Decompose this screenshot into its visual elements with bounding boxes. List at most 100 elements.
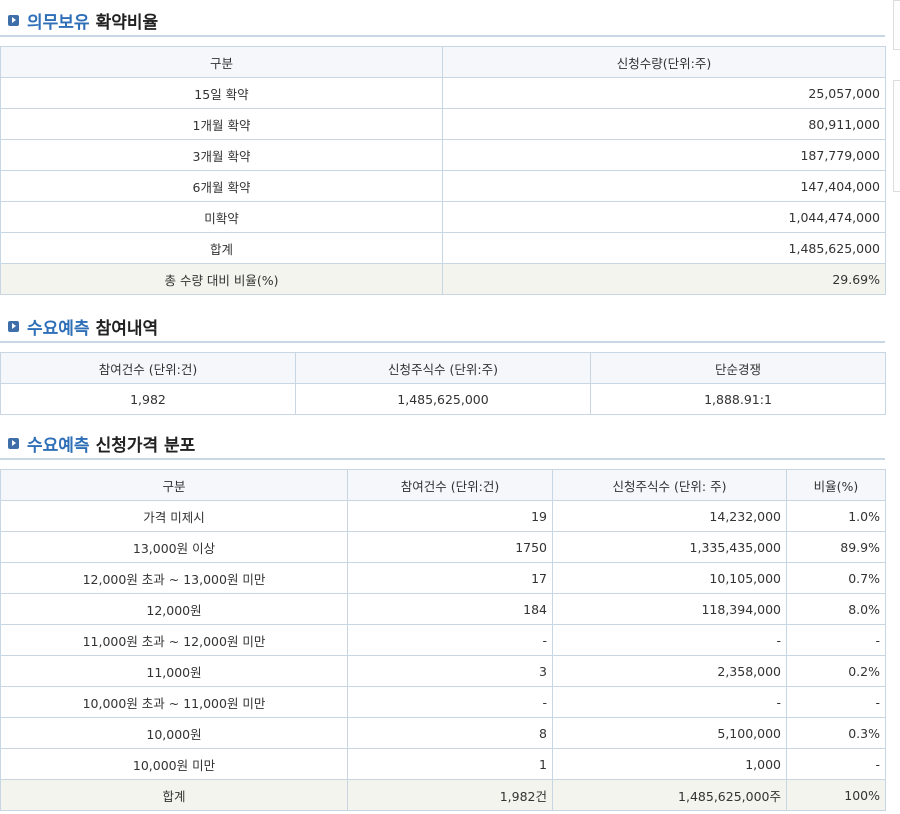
column-header: 신청주식수 (단위:주) xyxy=(295,352,591,384)
ratio-value: 29.69% xyxy=(442,263,886,295)
ratio-value: - xyxy=(786,624,886,656)
table-row: 가격 미제시 19 14,232,000 1.0% xyxy=(0,500,886,532)
table-row: 6개월 확약 147,404,000 xyxy=(0,170,886,202)
total-ratio: 100% xyxy=(786,779,886,811)
price-range-label: 11,000원 초과 ~ 12,000원 미만 xyxy=(0,624,348,656)
section-title-highlight: 의무보유 xyxy=(27,12,90,33)
participation-count: 184 xyxy=(347,593,553,625)
table-row: 1개월 확약 80,911,000 xyxy=(0,108,886,140)
ratio-value: 1.0% xyxy=(786,500,886,532)
requested-shares: - xyxy=(552,686,787,718)
participation-count: 17 xyxy=(347,562,553,594)
lockup-ratio-table: 구분 신청수량(단위:주) 15일 확약 25,057,000 1개월 확약 8… xyxy=(0,46,886,295)
row-value: 80,911,000 xyxy=(442,108,886,140)
column-header: 구분 xyxy=(0,46,443,78)
table-row: 10,000원 8 5,100,000 0.3% xyxy=(0,717,886,749)
table-row: 1,982 1,485,625,000 1,888.91:1 xyxy=(0,383,886,415)
row-label: 3개월 확약 xyxy=(0,139,443,171)
row-value: 25,057,000 xyxy=(442,77,886,109)
column-header: 단순경쟁 xyxy=(590,352,886,384)
section-bullet-icon xyxy=(8,14,19,26)
row-label: 1개월 확약 xyxy=(0,108,443,140)
total-label: 합계 xyxy=(0,779,348,811)
table-row: 12,000원 184 118,394,000 8.0% xyxy=(0,593,886,625)
ratio-value: - xyxy=(786,748,886,780)
participation-count: 8 xyxy=(347,717,553,749)
section-divider xyxy=(0,35,885,37)
price-range-label: 10,000원 초과 ~ 11,000원 미만 xyxy=(0,686,348,718)
participation-count: 3 xyxy=(347,655,553,687)
side-panel-edge xyxy=(893,80,900,192)
row-value: 187,779,000 xyxy=(442,139,886,171)
participation-shares: 1,485,625,000 xyxy=(295,383,591,415)
competition-ratio: 1,888.91:1 xyxy=(590,383,886,415)
price-range-label: 10,000원 미만 xyxy=(0,748,348,780)
requested-shares: 1,000 xyxy=(552,748,787,780)
ratio-value: 8.0% xyxy=(786,593,886,625)
column-header: 참여건수 (단위:건) xyxy=(347,469,553,501)
table-row: 10,000원 미만 1 1,000 - xyxy=(0,748,886,780)
table-row: 12,000원 초과 ~ 13,000원 미만 17 10,105,000 0.… xyxy=(0,562,886,594)
participation-table: 참여건수 (단위:건) 신청주식수 (단위:주) 단순경쟁 1,982 1,48… xyxy=(0,352,886,415)
total-row: 합계 1,982건 1,485,625,000주 100% xyxy=(0,779,886,811)
participation-count: 1750 xyxy=(347,531,553,563)
section-divider xyxy=(0,458,885,460)
row-value: 1,044,474,000 xyxy=(442,201,886,233)
total-shares: 1,485,625,000주 xyxy=(552,779,787,811)
table-row: 15일 확약 25,057,000 xyxy=(0,77,886,109)
price-range-label: 13,000원 이상 xyxy=(0,531,348,563)
participation-count: - xyxy=(347,686,553,718)
column-header: 비율(%) xyxy=(786,469,886,501)
row-label: 6개월 확약 xyxy=(0,170,443,202)
section-title-price-distribution: 수요예측 신청가격 분포 xyxy=(8,430,195,456)
ratio-value: 0.7% xyxy=(786,562,886,594)
table-row: 합계 1,485,625,000 xyxy=(0,232,886,264)
table-header-row: 구분 참여건수 (단위:건) 신청주식수 (단위: 주) 비율(%) xyxy=(0,469,886,501)
table-row: 13,000원 이상 1750 1,335,435,000 89.9% xyxy=(0,531,886,563)
price-range-label: 10,000원 xyxy=(0,717,348,749)
requested-shares: 118,394,000 xyxy=(552,593,787,625)
row-label: 합계 xyxy=(0,232,443,264)
requested-shares: 5,100,000 xyxy=(552,717,787,749)
section-title-text: 확약비율 xyxy=(95,12,159,33)
requested-shares: 10,105,000 xyxy=(552,562,787,594)
requested-shares: 14,232,000 xyxy=(552,500,787,532)
table-row: 10,000원 초과 ~ 11,000원 미만 - - - xyxy=(0,686,886,718)
row-label: 15일 확약 xyxy=(0,77,443,109)
section-title-highlight: 수요예측 xyxy=(27,318,90,339)
side-panel-edge xyxy=(893,0,900,50)
total-count: 1,982건 xyxy=(347,779,553,811)
participation-count: 1 xyxy=(347,748,553,780)
section-title-text: 참여내역 xyxy=(95,318,159,339)
column-header: 신청주식수 (단위: 주) xyxy=(552,469,787,501)
ratio-value: 0.3% xyxy=(786,717,886,749)
column-header: 구분 xyxy=(0,469,348,501)
participation-count: 19 xyxy=(347,500,553,532)
table-row: 미확약 1,044,474,000 xyxy=(0,201,886,233)
price-range-label: 12,000원 초과 ~ 13,000원 미만 xyxy=(0,562,348,594)
ratio-value: 89.9% xyxy=(786,531,886,563)
table-header-row: 구분 신청수량(단위:주) xyxy=(0,46,886,78)
requested-shares: 1,335,435,000 xyxy=(552,531,787,563)
price-distribution-table: 구분 참여건수 (단위:건) 신청주식수 (단위: 주) 비율(%) 가격 미제… xyxy=(0,469,886,811)
column-header: 참여건수 (단위:건) xyxy=(0,352,296,384)
participation-count: - xyxy=(347,624,553,656)
table-header-row: 참여건수 (단위:건) 신청주식수 (단위:주) 단순경쟁 xyxy=(0,352,886,384)
table-row: 11,000원 초과 ~ 12,000원 미만 - - - xyxy=(0,624,886,656)
requested-shares: - xyxy=(552,624,787,656)
ratio-value: 0.2% xyxy=(786,655,886,687)
participation-count: 1,982 xyxy=(0,383,296,415)
section-title-participation: 수요예측 참여내역 xyxy=(8,313,158,339)
price-range-label: 가격 미제시 xyxy=(0,500,348,532)
row-label: 미확약 xyxy=(0,201,443,233)
section-bullet-icon xyxy=(8,437,19,449)
row-value: 1,485,625,000 xyxy=(442,232,886,264)
section-bullet-icon xyxy=(8,320,19,332)
column-header: 신청수량(단위:주) xyxy=(442,46,886,78)
section-title-text: 신청가격 분포 xyxy=(95,435,196,456)
section-divider xyxy=(0,341,885,343)
price-range-label: 12,000원 xyxy=(0,593,348,625)
row-value: 147,404,000 xyxy=(442,170,886,202)
section-title-lockup-ratio: 의무보유 확약비율 xyxy=(8,7,158,33)
requested-shares: 2,358,000 xyxy=(552,655,787,687)
